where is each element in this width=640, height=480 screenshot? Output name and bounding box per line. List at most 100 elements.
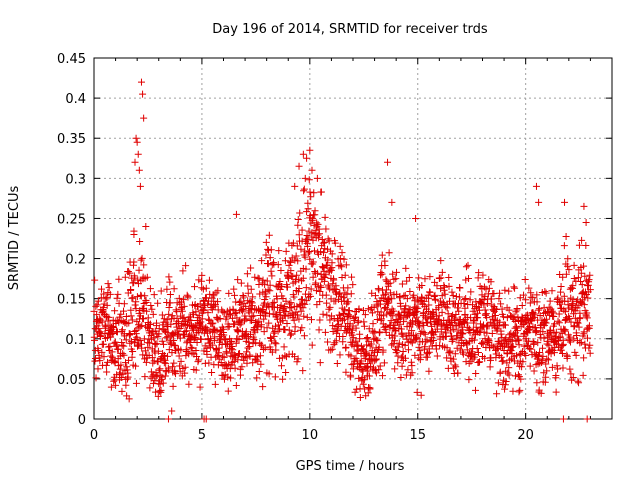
data-point: [391, 326, 399, 334]
data-point: [120, 300, 128, 308]
data-point: [498, 357, 506, 365]
data-point: [434, 315, 442, 323]
data-point: [285, 273, 293, 281]
data-point: [135, 166, 143, 174]
data-point: [248, 313, 256, 321]
data-point: [363, 363, 371, 371]
data-point: [425, 367, 433, 375]
data-point: [558, 349, 566, 357]
data-point: [205, 276, 213, 284]
data-point: [586, 286, 594, 294]
data-point: [98, 348, 106, 356]
data-point: [570, 261, 578, 269]
data-point: [304, 205, 312, 213]
data-point: [586, 271, 594, 279]
data-point: [331, 239, 339, 247]
data-point: [150, 334, 158, 342]
data-point: [564, 262, 572, 270]
data-point: [117, 361, 125, 369]
data-point: [584, 294, 592, 302]
data-point: [569, 282, 577, 290]
data-point: [338, 249, 346, 257]
data-point: [319, 310, 327, 318]
data-point: [509, 342, 517, 350]
data-point: [129, 294, 137, 302]
data-point: [165, 273, 173, 281]
data-point: [271, 373, 279, 381]
data-point: [520, 291, 528, 299]
data-point: [304, 242, 312, 250]
data-point: [360, 318, 368, 326]
data-point: [345, 307, 353, 315]
data-point: [142, 299, 150, 307]
data-point: [445, 274, 453, 282]
data-point: [164, 329, 172, 337]
data-point: [164, 415, 172, 423]
data-point: [352, 324, 360, 332]
y-tick-label: 0: [78, 413, 86, 428]
data-point: [146, 384, 154, 392]
data-point: [106, 342, 114, 350]
data-point: [127, 286, 135, 294]
data-point: [326, 265, 334, 273]
data-point: [391, 365, 399, 373]
data-point: [563, 352, 571, 360]
data-point: [533, 291, 541, 299]
data-point: [271, 339, 279, 347]
data-point: [142, 222, 150, 230]
data-point: [256, 352, 264, 360]
data-point: [420, 321, 428, 329]
data-point: [475, 358, 483, 366]
data-point: [560, 306, 568, 314]
data-point: [423, 336, 431, 344]
data-point: [308, 166, 316, 174]
data-point: [132, 134, 140, 142]
data-point: [155, 366, 163, 374]
data-point: [104, 280, 112, 288]
data-point: [359, 380, 367, 388]
data-point: [171, 367, 179, 375]
data-point: [557, 282, 565, 290]
data-point: [502, 321, 510, 329]
data-point: [339, 333, 347, 341]
y-tick-label: 0.1: [65, 333, 86, 348]
data-point: [342, 368, 350, 376]
data-point: [384, 158, 392, 166]
data-point: [328, 259, 336, 267]
data-point: [234, 356, 242, 364]
data-point: [228, 342, 236, 350]
data-point: [380, 359, 388, 367]
data-point: [260, 308, 268, 316]
data-point: [150, 291, 158, 299]
data-point: [232, 381, 240, 389]
data-point: [334, 327, 342, 335]
data-point: [346, 312, 354, 320]
data-point: [578, 236, 586, 244]
data-point: [267, 267, 275, 275]
data-point: [238, 363, 246, 371]
data-point: [398, 330, 406, 338]
data-point: [400, 292, 408, 300]
data-point: [522, 296, 530, 304]
data-point: [376, 300, 384, 308]
data-point: [494, 379, 502, 387]
data-point: [259, 383, 267, 391]
data-point: [131, 158, 139, 166]
data-point: [110, 357, 118, 365]
data-point: [287, 258, 295, 266]
data-point: [421, 330, 429, 338]
data-point: [255, 368, 263, 376]
data-point: [367, 340, 375, 348]
data-point: [323, 311, 331, 319]
data-point: [508, 336, 516, 344]
data-point: [542, 373, 550, 381]
data-point: [100, 290, 108, 298]
data-point: [393, 268, 401, 276]
data-point: [328, 345, 336, 353]
data-point: [142, 358, 150, 366]
data-point: [257, 321, 265, 329]
data-point: [219, 353, 227, 361]
data-point: [564, 255, 572, 263]
data-point: [324, 256, 332, 264]
data-point: [233, 335, 241, 343]
